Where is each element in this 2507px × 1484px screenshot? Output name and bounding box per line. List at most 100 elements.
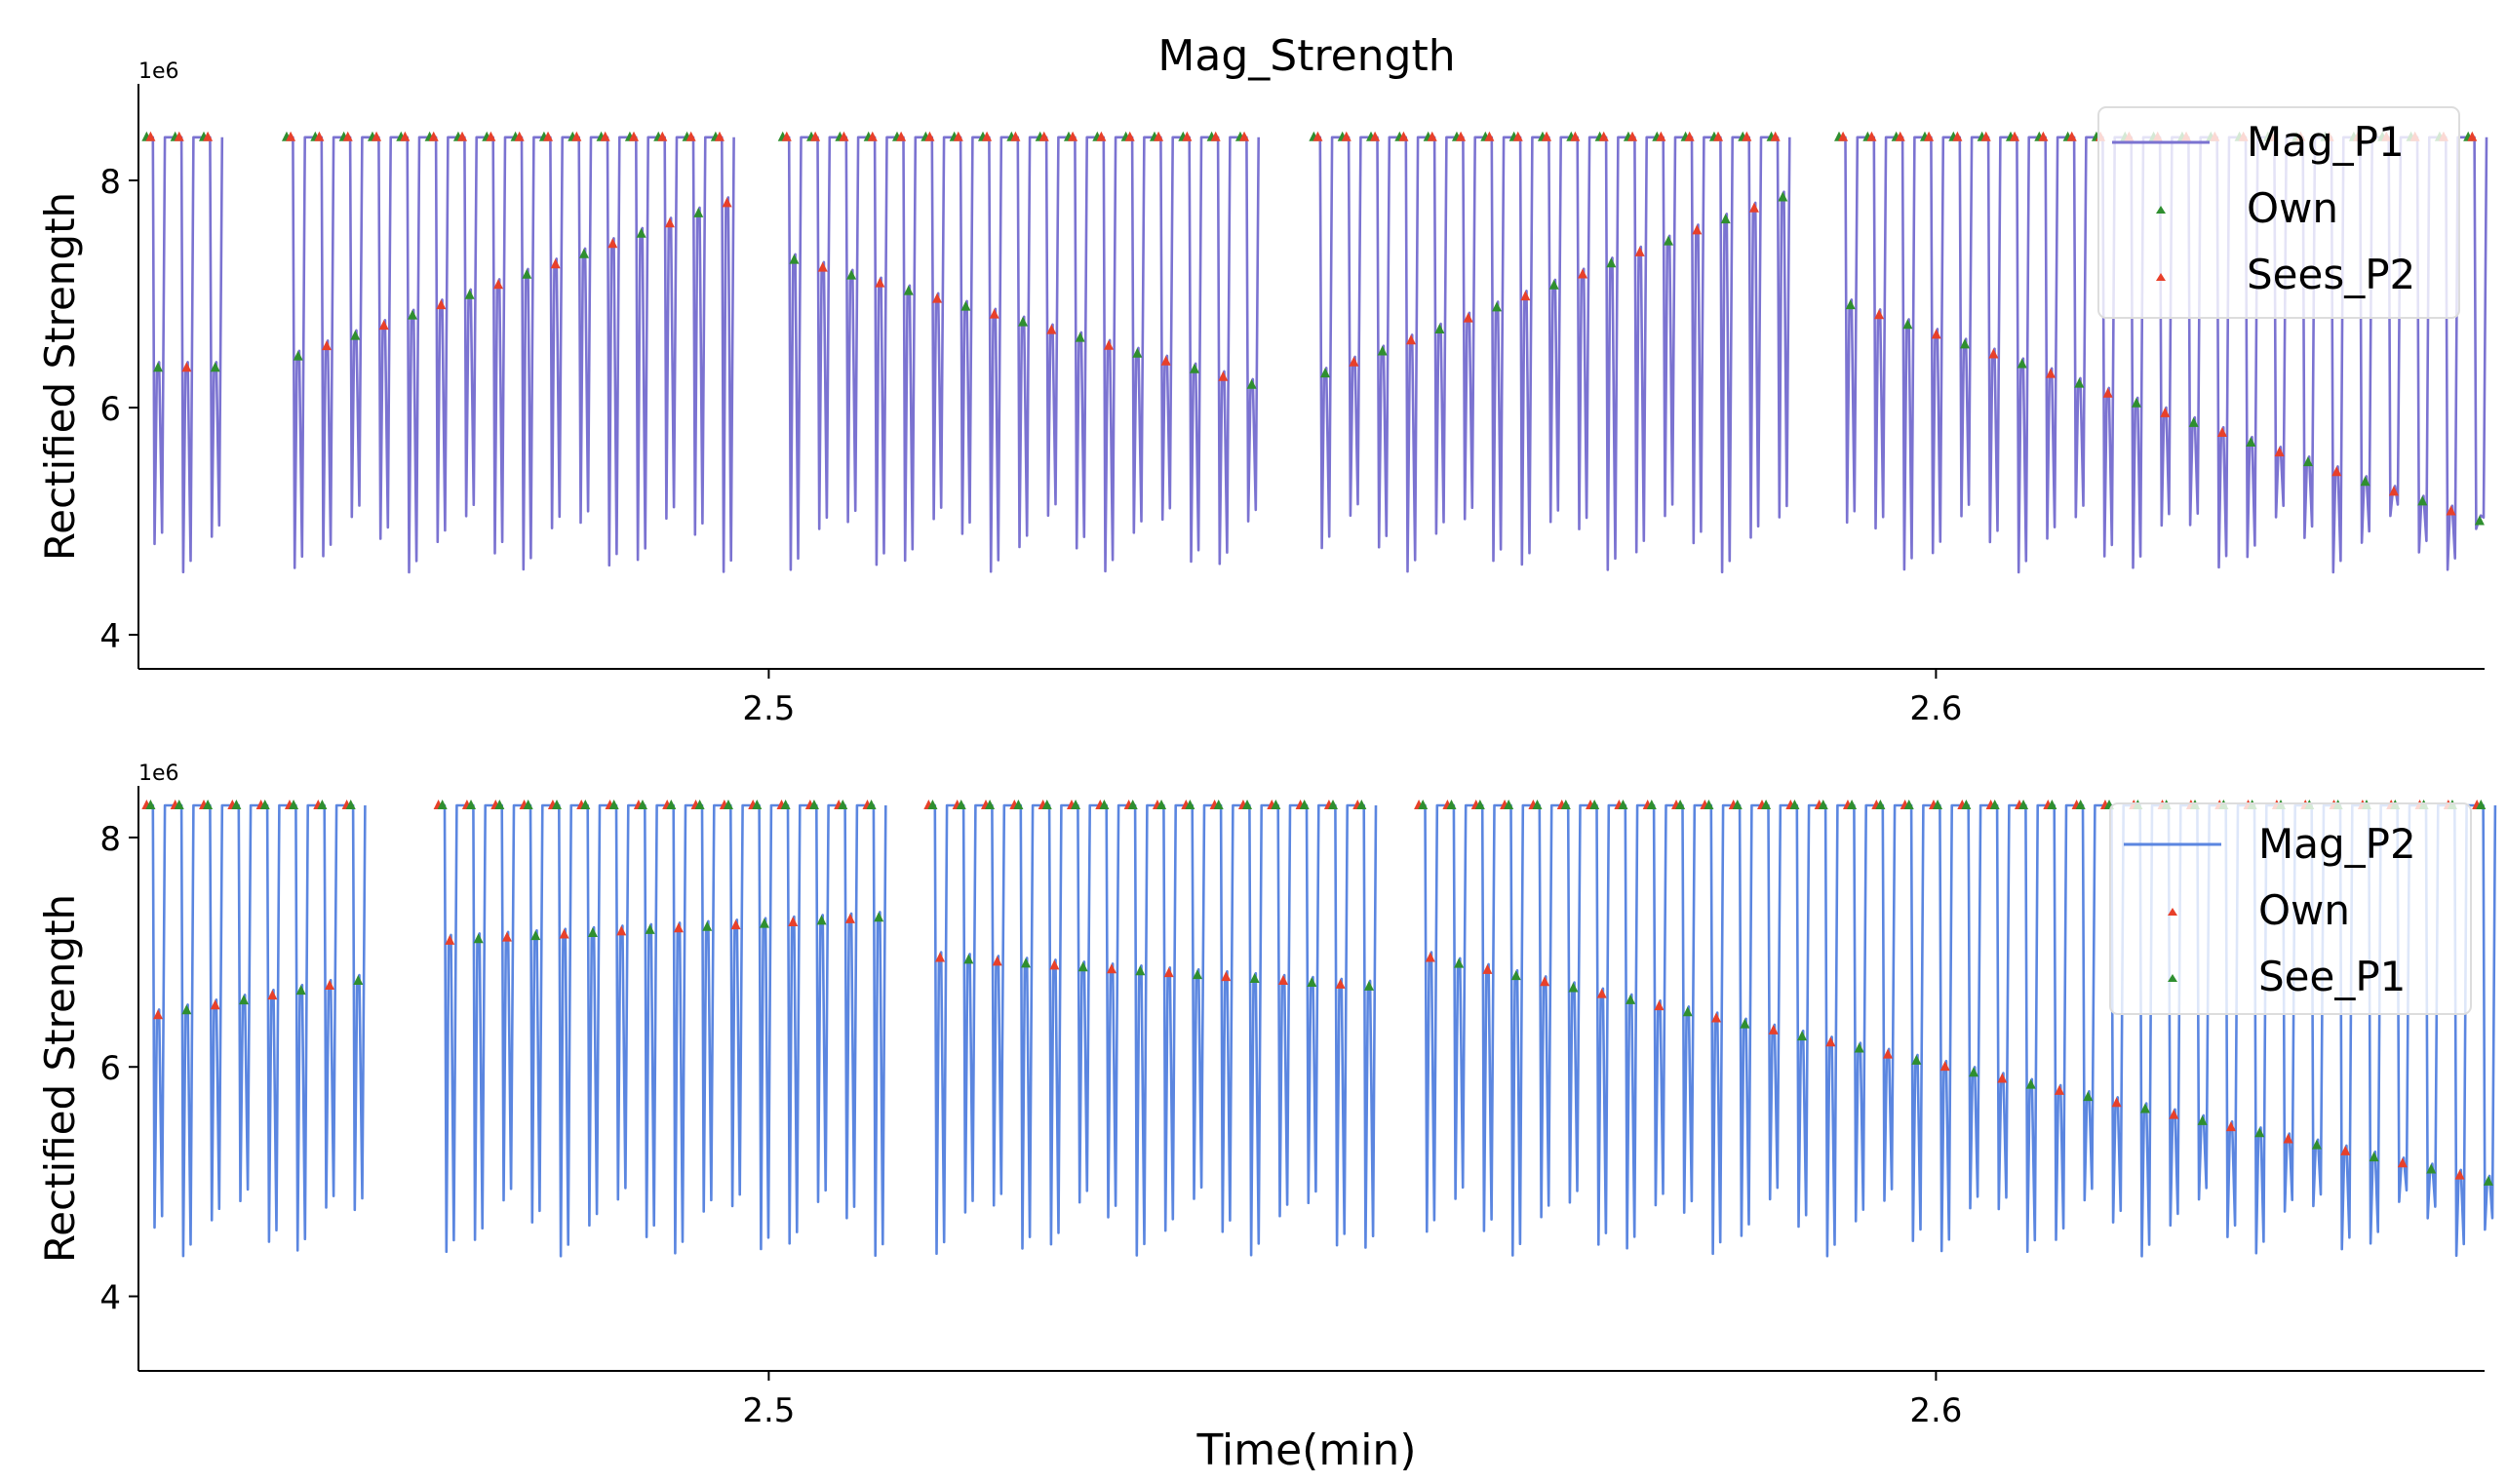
marker-own	[1596, 988, 1607, 998]
marker-sees-p2	[1218, 371, 1229, 381]
bottom-legend-label-line: Mag_P2	[2258, 820, 2416, 868]
marker-own	[2017, 358, 2027, 369]
marker-sees-p2	[2038, 131, 2049, 141]
top-legend-box	[2097, 106, 2460, 319]
marker-sees-p2	[2274, 447, 2285, 457]
series-line-mag-p2	[436, 803, 887, 1258]
marker-own	[1320, 368, 1331, 378]
marker-see-p1	[1789, 800, 1800, 809]
marker-sees-p2	[1931, 329, 1941, 339]
marker-sees-p2	[1627, 131, 1638, 141]
marker-see-p1	[1307, 976, 1317, 987]
marker-see-p1	[203, 800, 214, 809]
marker-own	[2474, 515, 2485, 526]
marker-sees-p2	[1692, 224, 1703, 235]
marker-own	[1883, 1048, 1894, 1059]
marker-see-p1	[1761, 800, 1772, 809]
marker-sees-p2	[1182, 131, 1193, 141]
marker-own	[903, 285, 914, 295]
marker-see-p1	[530, 930, 541, 941]
marker-see-p1	[174, 800, 184, 809]
marker-sees-p2	[174, 131, 184, 141]
marker-see-p1	[2025, 1078, 2036, 1089]
marker-sees-p2	[1160, 355, 1171, 366]
marker-sees-p2	[875, 277, 885, 288]
marker-see-p1	[2426, 1163, 2437, 1174]
top-legend: Mag_P1 Own Sees_P2	[2097, 106, 2460, 319]
marker-see-p1	[1099, 800, 1110, 809]
marker-see-p1	[866, 800, 877, 809]
marker-see-p1	[759, 918, 769, 928]
marker-own	[1548, 279, 1559, 290]
marker-own	[636, 227, 646, 238]
marker-own	[1246, 378, 1257, 389]
marker-own	[210, 999, 220, 1010]
marker-own	[2225, 1121, 2236, 1132]
marker-sees-p2	[1598, 131, 1609, 141]
marker-see-p1	[2311, 1139, 2322, 1150]
marker-sees-p2	[457, 131, 468, 141]
marker-see-p1	[1454, 957, 1465, 968]
x-tick-label: 2.5	[742, 689, 795, 728]
marker-own	[1939, 1061, 1950, 1072]
marker-see-p1	[1474, 800, 1485, 809]
marker-see-p1	[1589, 800, 1600, 809]
marker-sees-p2	[1578, 268, 1588, 279]
marker-see-p1	[353, 975, 364, 985]
marker-see-p1	[1363, 980, 1374, 991]
marker-sees-p2	[314, 131, 325, 141]
bottom-legend-red-marker-icon	[2168, 908, 2177, 916]
marker-sees-p2	[492, 279, 503, 290]
bottom-offset-text: 1e6	[138, 762, 179, 786]
marker-sees-p2	[1463, 312, 1473, 323]
marker-own	[1997, 1073, 2008, 1083]
marker-own	[1902, 319, 1913, 330]
marker-sees-p2	[1748, 202, 1759, 213]
marker-see-p1	[637, 800, 647, 809]
marker-see-p1	[181, 1004, 192, 1015]
marker-see-p1	[694, 800, 705, 809]
marker-own	[153, 362, 164, 372]
marker-sees-p2	[2066, 131, 2077, 141]
marker-see-p1	[1682, 1006, 1693, 1017]
marker-own	[1434, 323, 1445, 333]
series-line-mag-p1	[780, 136, 1260, 573]
top-chart: 4 6 8 2.5 2.6 1e6 Rectified Strength Mag_P1 …	[36, 59, 2488, 728]
marker-own	[210, 362, 220, 372]
marker-sees-p2	[486, 131, 496, 141]
marker-own	[788, 917, 799, 926]
marker-see-p1	[1969, 1067, 1979, 1077]
top-offset-text: 1e6	[138, 59, 179, 84]
marker-see-p1	[587, 926, 598, 937]
marker-sees-p2	[1520, 291, 1531, 301]
marker-see-p1	[1077, 961, 1088, 972]
series-line-mag-p1	[144, 136, 224, 573]
marker-sees-p2	[2160, 407, 2171, 417]
marker-own	[1768, 1024, 1779, 1035]
marker-see-p1	[466, 800, 477, 809]
marker-own	[1425, 952, 1435, 962]
marker-own	[1778, 191, 1788, 202]
marker-sees-p2	[607, 238, 618, 249]
marker-own	[1335, 978, 1346, 989]
marker-sees-p2	[1010, 131, 1021, 141]
marker-see-p1	[2369, 1152, 2379, 1162]
marker-sees-p2	[953, 131, 963, 141]
marker-own	[616, 925, 627, 936]
marker-see-p1	[1646, 800, 1657, 809]
marker-own	[2132, 397, 2142, 408]
marker-see-p1	[1356, 800, 1367, 809]
marker-see-p1	[1911, 1054, 1922, 1065]
marker-sees-p2	[145, 131, 156, 141]
marker-own	[2188, 416, 2199, 427]
marker-own	[1663, 235, 1673, 246]
marker-sees-p2	[1124, 131, 1135, 141]
series-line-mag-p2	[144, 803, 367, 1258]
bottom-legend-green-marker-icon	[2168, 974, 2177, 982]
marker-see-p1	[494, 800, 505, 809]
marker-own	[1190, 363, 1200, 373]
marker-sees-p2	[1038, 131, 1049, 141]
marker-own	[1540, 976, 1550, 987]
